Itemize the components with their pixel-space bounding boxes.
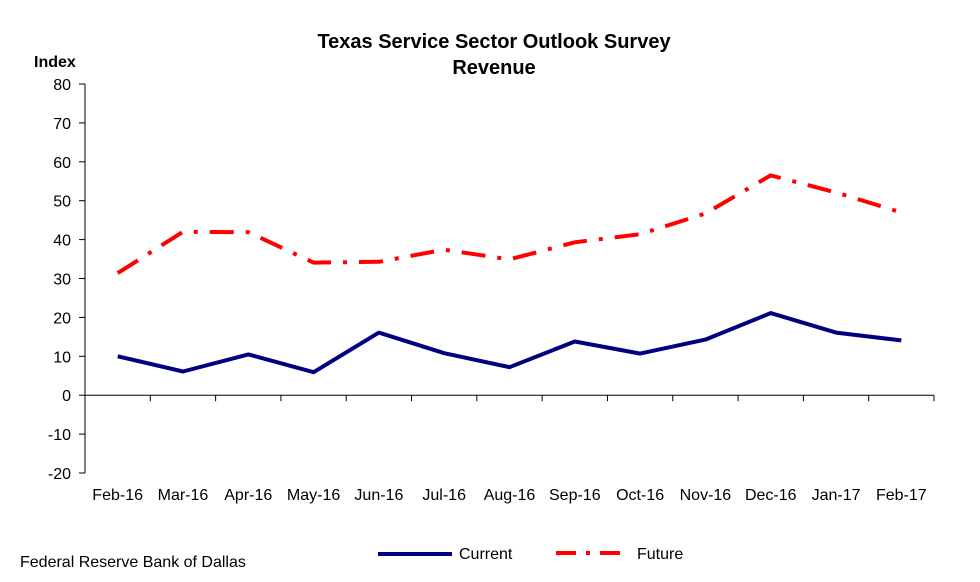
chart-title: Texas Service Sector Outlook Survey	[317, 31, 671, 53]
y-tick-label: 30	[53, 272, 71, 289]
x-axis-ticks: Feb-16 Mar-16 Apr-16 May-16 Jun-16 Jul-16 Aug-…	[84, 395, 935, 504]
y-axis-ticks: -20 -10 0 10 20 30 40 50 60 70 80	[48, 77, 85, 483]
x-tick-label: Jan-17	[812, 487, 861, 504]
x-tick-label: Mar-16	[158, 487, 209, 504]
x-tick-label: Sep-16	[549, 487, 601, 504]
legend: Current Future	[378, 546, 683, 563]
y-tick-label: 0	[62, 388, 71, 405]
y-axis-label: Index	[34, 54, 76, 71]
series-line-future	[116, 173, 902, 275]
x-tick-label: Aug-16	[484, 487, 536, 504]
x-tick-label: May-16	[287, 487, 340, 504]
x-tick-label: Nov-16	[680, 487, 732, 504]
chart-subtitle: Revenue	[452, 57, 535, 79]
x-tick-label: Jul-16	[422, 487, 466, 504]
y-tick-label: -10	[48, 427, 71, 444]
y-tick-label: 70	[53, 116, 71, 133]
y-tick-label: -20	[48, 466, 71, 483]
legend-current-label: Current	[459, 546, 513, 563]
y-tick-label: 60	[53, 155, 71, 172]
x-tick-label: Oct-16	[616, 487, 664, 504]
source-note: Federal Reserve Bank of Dallas	[20, 554, 246, 571]
legend-future-label: Future	[637, 546, 683, 563]
axes	[84, 84, 934, 473]
y-tick-label: 40	[53, 233, 71, 250]
x-tick-label: Feb-16	[92, 487, 143, 504]
y-tick-label: 80	[53, 77, 71, 94]
x-tick-label: Jun-16	[354, 487, 403, 504]
x-tick-label: Dec-16	[745, 487, 797, 504]
series-line-current	[117, 311, 902, 375]
y-tick-label: 20	[53, 310, 71, 327]
y-tick-label: 10	[53, 349, 71, 366]
series-layer	[116, 173, 902, 375]
x-tick-label: Feb-17	[876, 487, 927, 504]
x-tick-label: Apr-16	[224, 487, 272, 504]
y-tick-label: 50	[53, 194, 71, 211]
